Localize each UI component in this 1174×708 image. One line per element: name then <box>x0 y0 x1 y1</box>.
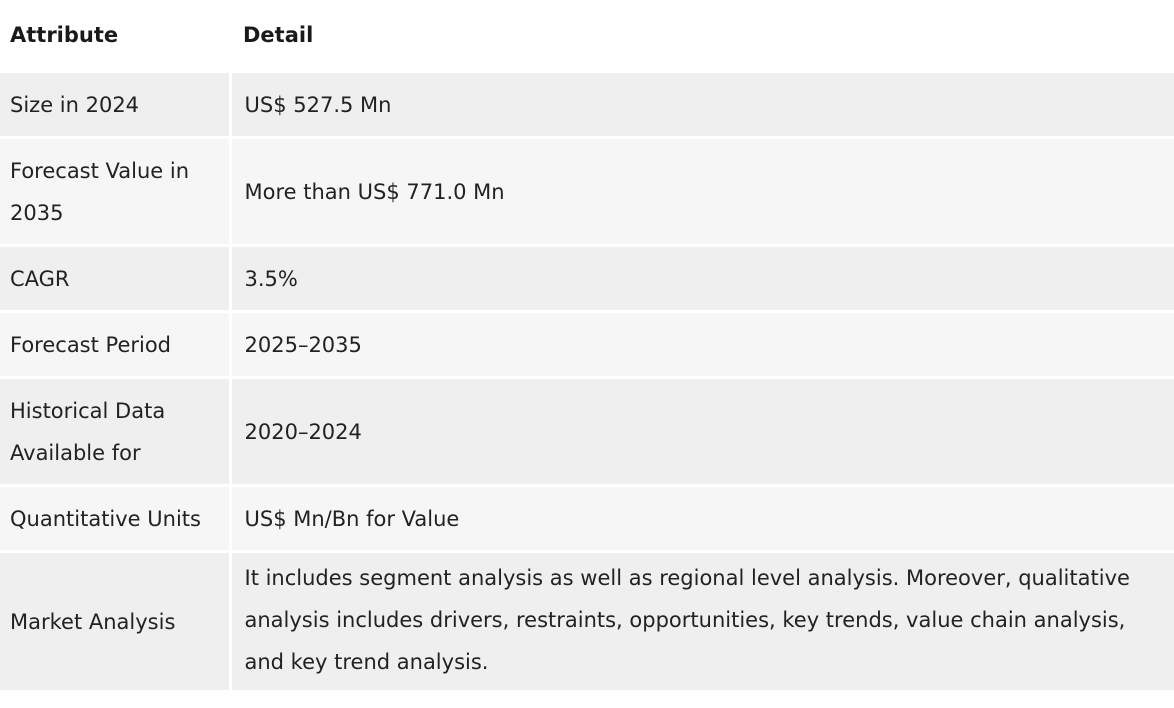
detail-cell: It includes segment analysis as well as … <box>228 550 1174 690</box>
table-row: Historical Data Available for 2020–2024 <box>0 376 1174 486</box>
detail-cell: 2020–2024 <box>228 376 1174 486</box>
detail-cell: 3.5% <box>228 244 1174 312</box>
table-header-row: Attribute Detail <box>0 0 1174 72</box>
table-row: Quantitative Units US$ Mn/Bn for Value <box>0 484 1174 552</box>
table-row: Forecast Period 2025–2035 <box>0 310 1174 378</box>
detail-cell: 2025–2035 <box>228 310 1174 378</box>
table-row: Size in 2024 US$ 527.5 Mn <box>0 70 1174 138</box>
attribute-cell: Size in 2024 <box>0 70 230 138</box>
attribute-cell: CAGR <box>0 244 230 312</box>
report-attributes-table: Attribute Detail Size in 2024 US$ 527.5 … <box>0 0 1174 690</box>
table-row: Forecast Value in 2035 More than US$ 771… <box>0 136 1174 246</box>
detail-cell: US$ 527.5 Mn <box>228 70 1174 138</box>
detail-cell: More than US$ 771.0 Mn <box>228 136 1174 246</box>
detail-header: Detail <box>243 23 314 47</box>
attribute-cell: Market Analysis <box>0 550 230 690</box>
attribute-cell: Forecast Period <box>0 310 230 378</box>
attribute-header: Attribute <box>10 23 119 47</box>
attribute-cell: Forecast Value in 2035 <box>0 136 230 246</box>
attribute-cell: Quantitative Units <box>0 484 230 552</box>
table-row: Market Analysis It includes segment anal… <box>0 550 1174 690</box>
detail-cell: US$ Mn/Bn for Value <box>228 484 1174 552</box>
table-row: CAGR 3.5% <box>0 244 1174 312</box>
attribute-cell: Historical Data Available for <box>0 376 230 486</box>
